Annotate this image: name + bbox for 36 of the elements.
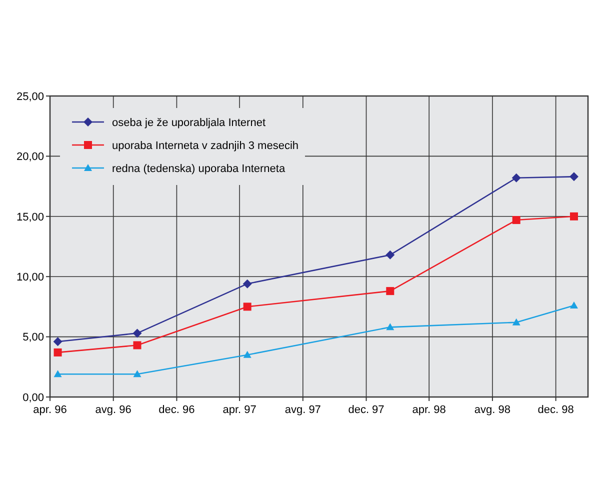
point (132, 328, 142, 338)
point (570, 301, 578, 308)
point (133, 370, 142, 378)
x-tick-label: dec. 98 (538, 404, 574, 416)
x-tick-label: apr. 97 (222, 404, 256, 416)
point (570, 212, 578, 220)
point (512, 216, 520, 224)
point (54, 370, 62, 378)
point (386, 323, 394, 330)
y-tick-label: 15,00 (16, 211, 44, 224)
point (386, 250, 395, 260)
x-tick-label: dec. 97 (348, 404, 384, 416)
y-tick-label: 5,00 (22, 332, 44, 344)
legend-label: redna (tedenska) uporaba Interneta (112, 162, 286, 175)
point (53, 337, 62, 346)
point (133, 341, 142, 350)
x-tick-label: dec. 96 (158, 404, 195, 416)
x-tick-label: apr. 98 (412, 404, 446, 416)
point (512, 318, 520, 326)
legend-label: oseba je že uporabljala Internet (112, 116, 266, 129)
y-tick-label: 25,00 (16, 90, 44, 103)
point (54, 348, 62, 356)
y-tick-label: 0,00 (22, 392, 44, 404)
point (569, 172, 578, 182)
point (512, 173, 521, 182)
x-tick-label: avg. 98 (474, 404, 510, 416)
x-tick-label: apr. 96 (33, 404, 67, 416)
point (243, 350, 252, 358)
point (386, 287, 394, 296)
x-tick-label: avg. 97 (284, 404, 321, 416)
x-tick-label: avg. 96 (95, 404, 132, 416)
legend-label: uporaba Interneta v zadnjih 3 mesecih (112, 140, 299, 152)
point (242, 279, 252, 288)
point (243, 302, 252, 311)
y-tick-label: 20,00 (16, 151, 44, 164)
y-tick-label: 10,00 (16, 271, 44, 284)
